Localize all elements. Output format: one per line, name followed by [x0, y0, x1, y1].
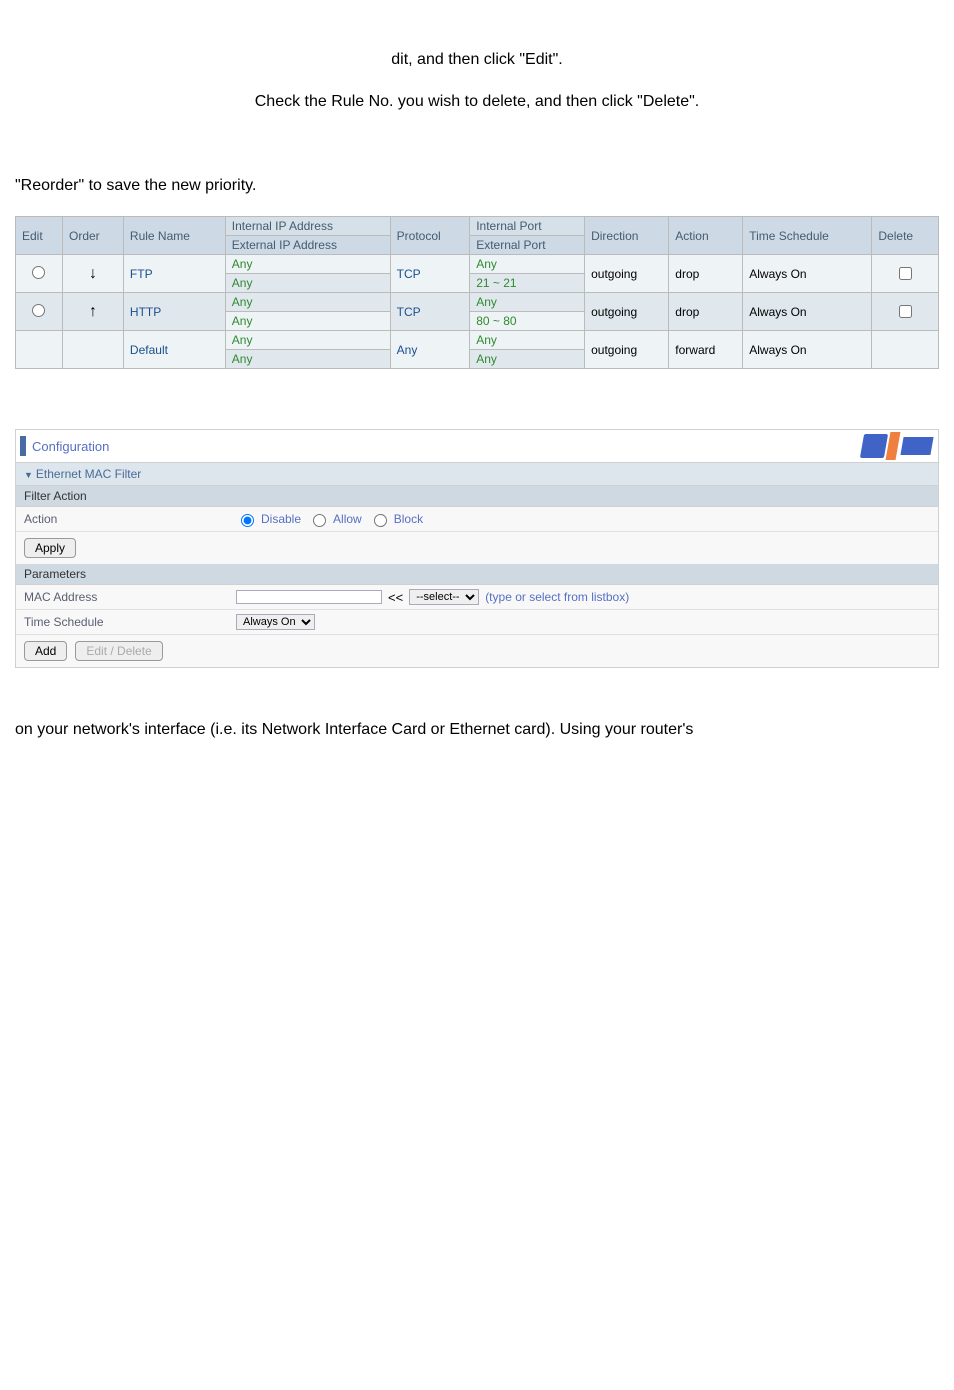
col-direction: Direction [585, 217, 669, 255]
order-arrow-icon[interactable]: ↑ [89, 303, 97, 320]
edit-instruction-text: dit, and then click "Edit". [15, 48, 939, 72]
action-value: drop [675, 305, 699, 319]
collapse-triangle-icon: ▼ [24, 470, 33, 480]
direction-value: outgoing [591, 343, 637, 357]
action-allow-radio[interactable] [313, 514, 326, 527]
rule-delete-checkbox[interactable] [899, 267, 912, 280]
mac-intro-text: on your network's interface (i.e. its Ne… [15, 718, 939, 742]
time-value: Always On [749, 343, 806, 357]
protocol-value: TCP [397, 305, 421, 319]
rule-edit-radio[interactable] [32, 304, 45, 317]
time-schedule-select[interactable]: Always On [236, 614, 315, 630]
internal-ip-value: Any [232, 295, 253, 309]
col-internal-port: Internal Port [470, 217, 585, 236]
rule-name-link[interactable]: FTP [130, 267, 153, 281]
protocol-value: TCP [397, 267, 421, 281]
order-arrow-icon[interactable]: ↓ [89, 265, 97, 282]
action-block-radio[interactable] [374, 514, 387, 527]
action-label: Action [24, 512, 224, 526]
filter-action-subheader: Filter Action [16, 486, 938, 507]
rule-name-link[interactable]: Default [130, 343, 168, 357]
internal-port-value: Any [476, 257, 497, 271]
delete-instruction-text: Check the Rule No. you wish to delete, a… [15, 90, 939, 114]
packet-filter-rules-table: Edit Order Rule Name Internal IP Address… [15, 216, 939, 369]
title-accent-bar [20, 436, 26, 456]
reorder-instruction-text: "Reorder" to save the new priority. [15, 174, 939, 198]
direction-value: outgoing [591, 305, 637, 319]
time-value: Always On [749, 305, 806, 319]
action-block-label: Block [394, 512, 423, 526]
mac-address-label: MAC Address [24, 590, 224, 604]
internal-ip-value: Any [232, 333, 253, 347]
action-value: forward [675, 343, 715, 357]
rule-edit-radio[interactable] [32, 266, 45, 279]
time-value: Always On [749, 267, 806, 281]
time-schedule-label: Time Schedule [24, 615, 224, 629]
external-ip-value: Any [232, 276, 253, 290]
edit-delete-button: Edit / Delete [75, 641, 162, 661]
mac-address-input[interactable] [236, 590, 382, 604]
ethernet-mac-filter-header[interactable]: ▼Ethernet MAC Filter [16, 463, 938, 486]
col-delete: Delete [872, 217, 939, 255]
rule-delete-checkbox[interactable] [899, 305, 912, 318]
external-port-value: 21 ~ 21 [476, 276, 516, 290]
add-button[interactable]: Add [24, 641, 67, 661]
external-port-value: Any [476, 352, 497, 366]
internal-port-value: Any [476, 333, 497, 347]
direction-value: outgoing [591, 267, 637, 281]
brand-logo [862, 432, 938, 460]
action-value: drop [675, 267, 699, 281]
shift-icon: << [388, 590, 403, 605]
listbox-hint: (type or select from listbox) [485, 590, 629, 604]
col-time: Time Schedule [743, 217, 872, 255]
parameters-subheader: Parameters [16, 564, 938, 585]
configuration-panel: Configuration ▼Ethernet MAC Filter Filte… [15, 429, 939, 668]
internal-ip-value: Any [232, 257, 253, 271]
action-disable-label: Disable [261, 512, 301, 526]
col-external-port: External Port [470, 236, 585, 255]
col-action: Action [669, 217, 743, 255]
mac-select-listbox[interactable]: --select-- [409, 589, 479, 605]
external-port-value: 80 ~ 80 [476, 314, 516, 328]
col-order: Order [62, 217, 123, 255]
col-internal-ip: Internal IP Address [225, 217, 390, 236]
rule-name-link[interactable]: HTTP [130, 305, 161, 319]
external-ip-value: Any [232, 352, 253, 366]
action-allow-label: Allow [333, 512, 362, 526]
col-rule-name: Rule Name [123, 217, 225, 255]
internal-port-value: Any [476, 295, 497, 309]
external-ip-value: Any [232, 314, 253, 328]
action-disable-radio[interactable] [241, 514, 254, 527]
col-edit: Edit [16, 217, 63, 255]
apply-button[interactable]: Apply [24, 538, 76, 558]
protocol-value: Any [397, 343, 418, 357]
panel-title: Configuration [32, 439, 109, 454]
col-external-ip: External IP Address [225, 236, 390, 255]
col-protocol: Protocol [390, 217, 470, 255]
